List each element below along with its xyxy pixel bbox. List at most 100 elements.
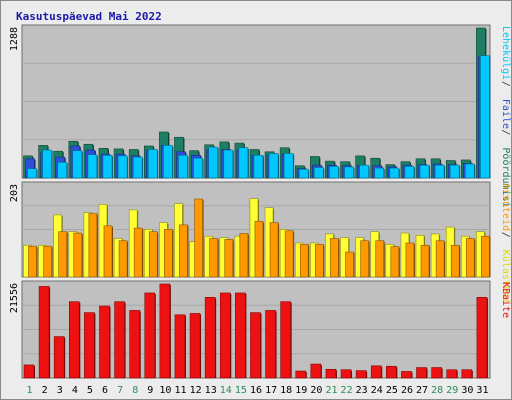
bar-Arvuteid-3 bbox=[58, 231, 67, 278]
bar-Lehekülgi-21 bbox=[329, 166, 339, 179]
bar-Arvuteid-6 bbox=[103, 225, 113, 278]
bar-Lehekülgi-24 bbox=[374, 167, 385, 179]
bar-Arvuteid-22 bbox=[345, 251, 354, 278]
x-tick-label: 23 bbox=[356, 385, 368, 396]
bar-Arvuteid-9 bbox=[148, 231, 158, 278]
bar-KBaite-13 bbox=[204, 297, 216, 379]
bar-KBaite-18 bbox=[280, 301, 291, 379]
bar-KBaite-6 bbox=[99, 305, 110, 379]
legend-entry-Lehekülgi: Lehekülgi bbox=[500, 26, 511, 80]
bar-Lehekülgi-8 bbox=[132, 156, 143, 179]
bar-KBaite-3 bbox=[53, 336, 65, 379]
bar-Lehekülgi-29 bbox=[449, 164, 460, 179]
x-tick-label: 24 bbox=[371, 385, 383, 396]
bar-Lehekülgi-13 bbox=[208, 146, 218, 179]
legend-bytes-panel: KBaite bbox=[500, 282, 511, 318]
x-tick-label: 26 bbox=[401, 385, 413, 396]
legend-entry-Faile: Faile bbox=[500, 99, 511, 129]
bar-Lehekülgi-28 bbox=[434, 164, 445, 179]
bar-KBaite-20 bbox=[310, 363, 322, 379]
bytes-panel: 21556 bbox=[9, 280, 491, 379]
x-tick-label: 21 bbox=[325, 385, 337, 396]
bar-Arvuteid-2 bbox=[43, 245, 52, 278]
x-tick-label: 22 bbox=[341, 385, 353, 396]
hits-panel: 1288 bbox=[9, 24, 491, 179]
bar-Arvuteid-7 bbox=[118, 240, 128, 278]
bar-Lehekülgi-25 bbox=[389, 167, 400, 179]
bar-Arvuteid-11 bbox=[179, 224, 188, 278]
x-tick-label: 3 bbox=[57, 385, 63, 396]
legend-hits-panel: Lehekülgi / Faile / Pöördumisi bbox=[500, 26, 511, 208]
y-max-label: 203 bbox=[9, 184, 20, 202]
x-tick-label: 31 bbox=[476, 385, 488, 396]
bar-Lehekülgi-2 bbox=[42, 149, 52, 179]
bar-Lehekülgi-4 bbox=[72, 150, 83, 179]
bar-Lehekülgi-12 bbox=[193, 157, 203, 179]
bar-Lehekülgi-16 bbox=[253, 154, 264, 179]
bar-Arvuteid-29 bbox=[450, 244, 460, 278]
x-tick-label: 30 bbox=[461, 385, 473, 396]
bar-Lehekülgi-1 bbox=[27, 168, 37, 179]
x-tick-label: 15 bbox=[235, 385, 247, 396]
bar-KBaite-27 bbox=[416, 367, 427, 379]
bar-KBaite-15 bbox=[235, 292, 246, 379]
x-tick-label: 9 bbox=[147, 385, 153, 396]
x-tick-label: 11 bbox=[174, 385, 186, 396]
legend-entry-Pöördumisi: Pöördumisi bbox=[500, 147, 511, 207]
bar-KBaite-22 bbox=[340, 369, 352, 379]
bar-Arvuteid-25 bbox=[390, 246, 400, 278]
bar-KBaite-4 bbox=[68, 301, 80, 379]
y-max-label: 21556 bbox=[9, 283, 20, 313]
bar-KBaite-17 bbox=[265, 310, 276, 379]
legend-separator: / bbox=[500, 232, 511, 238]
bar-Lehekülgi-20 bbox=[314, 167, 324, 179]
x-tick-label: 27 bbox=[416, 385, 428, 396]
bar-KBaite-9 bbox=[144, 292, 156, 379]
bar-Lehekülgi-17 bbox=[268, 153, 279, 179]
bar-Arvuteid-14 bbox=[224, 239, 234, 278]
bar-KBaite-26 bbox=[401, 371, 412, 379]
bar-Arvuteid-8 bbox=[133, 227, 143, 278]
bar-Lehekülgi-27 bbox=[419, 164, 430, 179]
x-tick-label: 7 bbox=[117, 385, 123, 396]
legend-separator: / bbox=[500, 81, 511, 87]
bar-Arvuteid-16 bbox=[254, 220, 264, 278]
bar-Lehekülgi-11 bbox=[178, 154, 188, 179]
bar-KBaite-30 bbox=[461, 369, 473, 379]
bar-Lehekülgi-31 bbox=[480, 55, 490, 179]
bar-Arvuteid-1 bbox=[28, 245, 37, 278]
bar-Arvuteid-17 bbox=[269, 222, 279, 278]
bar-KBaite-31 bbox=[476, 297, 488, 379]
bar-Arvuteid-15 bbox=[239, 233, 249, 278]
bar-Arvuteid-24 bbox=[375, 240, 385, 278]
bar-KBaite-28 bbox=[431, 367, 442, 379]
bar-Arvuteid-5 bbox=[88, 213, 98, 278]
bar-KBaite-25 bbox=[386, 365, 397, 379]
legend-separator: / bbox=[500, 129, 511, 135]
bar-KBaite-1 bbox=[23, 364, 35, 379]
x-tick-label: 8 bbox=[132, 385, 138, 396]
bar-Lehekülgi-5 bbox=[87, 154, 98, 179]
bar-Lehekülgi-6 bbox=[102, 154, 113, 179]
bar-Lehekülgi-18 bbox=[283, 153, 294, 179]
bar-Arvuteid-21 bbox=[330, 238, 339, 278]
bar-Arvuteid-30 bbox=[466, 238, 475, 278]
bar-KBaite-24 bbox=[370, 365, 382, 379]
x-tick-label: 18 bbox=[280, 385, 292, 396]
bar-KBaite-11 bbox=[174, 314, 186, 379]
bar-Arvuteid-23 bbox=[360, 240, 369, 278]
legend-entry-Arvuteid: Arvuteid bbox=[500, 183, 511, 231]
bar-Arvuteid-31 bbox=[481, 235, 490, 278]
bar-KBaite-14 bbox=[219, 292, 231, 379]
bar-Lehekülgi-3 bbox=[57, 161, 67, 179]
x-tick-label: 4 bbox=[72, 385, 78, 396]
bar-Lehekülgi-30 bbox=[465, 163, 475, 179]
bar-Arvuteid-26 bbox=[405, 242, 415, 278]
bar-Arvuteid-10 bbox=[164, 229, 173, 278]
bar-Arvuteid-18 bbox=[284, 230, 294, 278]
bar-KBaite-2 bbox=[38, 286, 50, 379]
bar-KBaite-29 bbox=[446, 369, 458, 379]
x-tick-label: 6 bbox=[102, 385, 108, 396]
x-tick-label: 29 bbox=[446, 385, 458, 396]
